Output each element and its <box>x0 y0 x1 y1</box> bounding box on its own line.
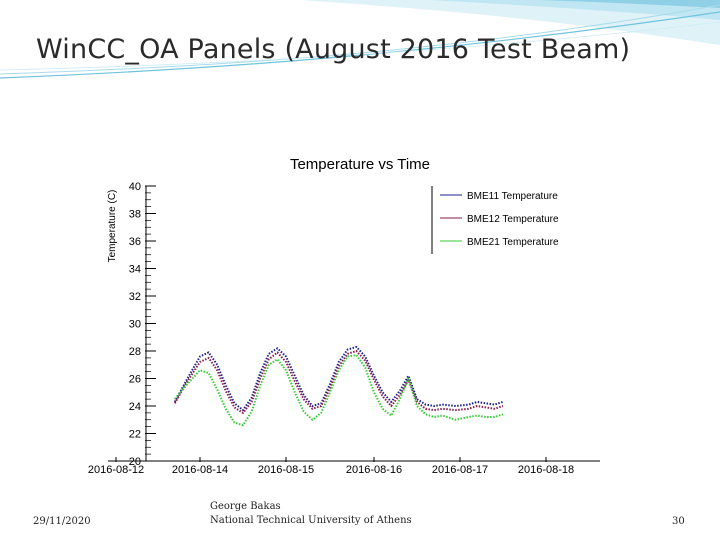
page-number: 30 <box>672 516 685 527</box>
slide-title: WinCC_OA Panels (August 2016 Test Beam) <box>36 34 631 65</box>
series-line-bme12 <box>173 350 504 414</box>
temperature-chart: Temperature vs Time Temperature (C) 20 22… <box>88 150 628 495</box>
legend-label: BME12 Temperature <box>467 214 559 225</box>
y-tick-label: 34 <box>129 264 141 276</box>
footer-date: 29/11/2020 <box>33 516 91 527</box>
y-tick-label: 24 <box>129 401 141 413</box>
y-tick-label: 30 <box>129 319 141 331</box>
header-wave-decoration <box>0 0 720 79</box>
y-axis-label: Temperature (C) <box>107 190 118 263</box>
author-name: George Bakas <box>210 501 281 512</box>
series-line-bme21 <box>174 354 504 427</box>
legend-label: BME11 Temperature <box>467 191 558 202</box>
x-tick-label: 2016-08-12 <box>88 464 144 476</box>
y-tick-label: 22 <box>129 429 141 441</box>
x-tick-label: 2016-08-14 <box>172 464 228 476</box>
x-tick-label: 2016-08-16 <box>346 464 402 476</box>
y-tick-label: 38 <box>129 209 141 221</box>
y-tick-label: 26 <box>129 374 141 386</box>
temperature-chart-svg: Temperature vs Time Temperature (C) 20 22… <box>88 156 600 476</box>
footer-author: George Bakas National Technical Universi… <box>210 500 412 528</box>
author-affiliation: National Technical University of Athens <box>210 515 412 526</box>
y-tick-label: 40 <box>129 181 141 193</box>
y-tick-label: 32 <box>129 291 141 303</box>
y-tick-label: 20 <box>129 456 141 468</box>
legend-label: BME21 Temperature <box>467 237 559 248</box>
chart-legend: BME11 Temperature BME12 Temperature BME21 … <box>431 186 559 254</box>
y-tick-label: 28 <box>129 346 141 358</box>
series-line-bme11 <box>173 345 504 412</box>
chart-title: Temperature vs Time <box>290 156 430 173</box>
x-tick-label: 2016-08-17 <box>432 464 488 476</box>
x-tick-label: 2016-08-15 <box>258 464 314 476</box>
y-tick-label: 36 <box>129 236 141 248</box>
x-tick-label: 2016-08-18 <box>518 464 574 476</box>
